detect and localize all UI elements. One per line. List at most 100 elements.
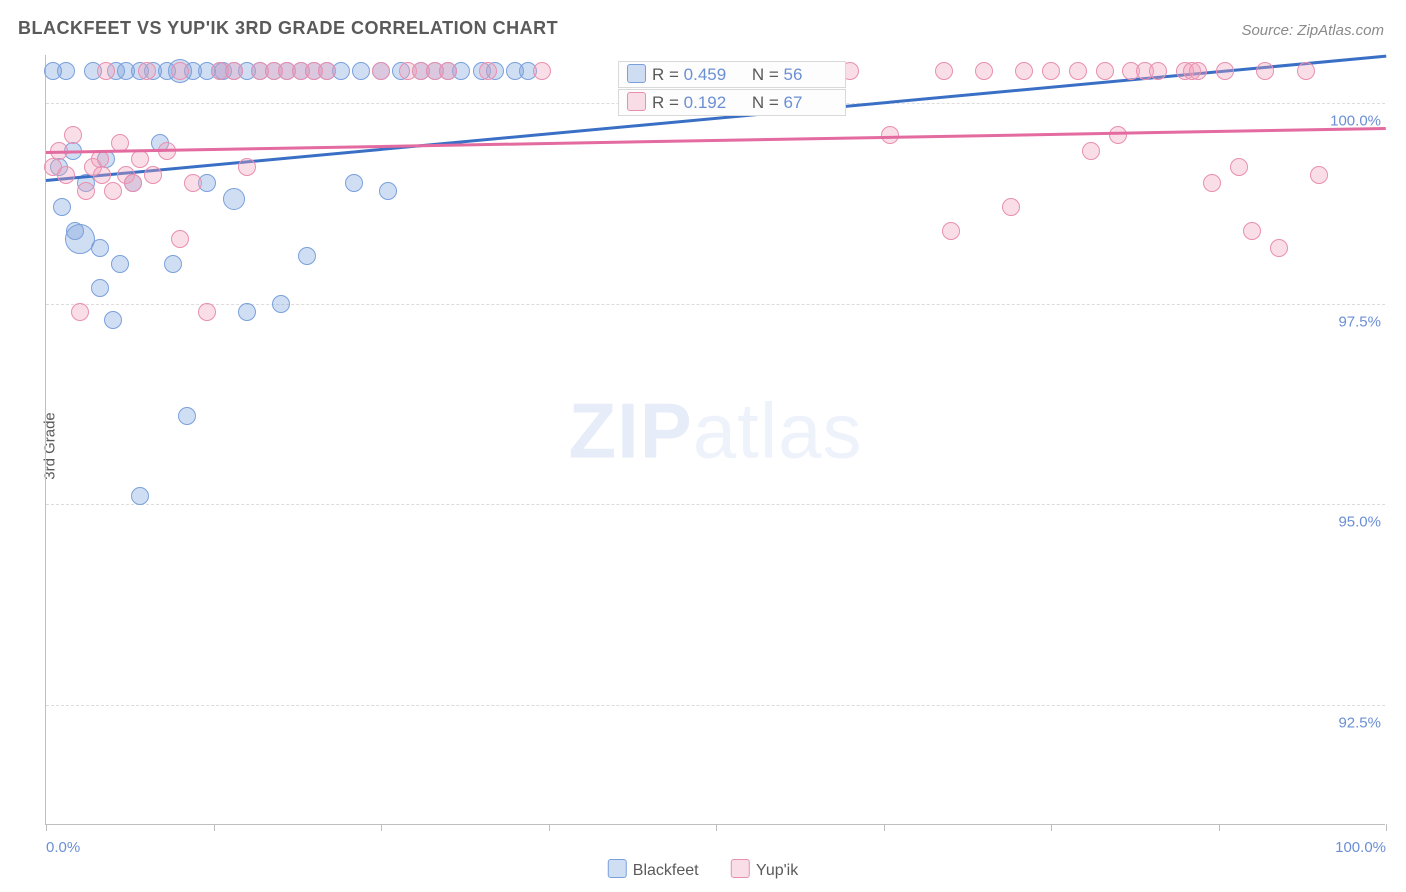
data-point bbox=[198, 303, 216, 321]
stats-swatch bbox=[627, 64, 646, 83]
data-point bbox=[1082, 142, 1100, 160]
data-point bbox=[131, 487, 149, 505]
data-point bbox=[93, 166, 111, 184]
data-point bbox=[479, 62, 497, 80]
x-tick bbox=[1051, 824, 1052, 831]
gridline bbox=[46, 705, 1385, 706]
legend-label-yupik: Yup'ik bbox=[756, 862, 798, 879]
data-point bbox=[1256, 62, 1274, 80]
x-tick bbox=[214, 824, 215, 831]
data-point bbox=[138, 62, 156, 80]
data-point bbox=[97, 62, 115, 80]
legend-label-blackfeet: Blackfeet bbox=[633, 862, 699, 879]
legend-swatch-yupik bbox=[731, 859, 750, 878]
y-tick-label: 97.5% bbox=[1338, 313, 1381, 330]
data-point bbox=[298, 247, 316, 265]
data-point bbox=[1189, 62, 1207, 80]
data-point bbox=[131, 150, 149, 168]
data-point bbox=[533, 62, 551, 80]
data-point bbox=[345, 174, 363, 192]
data-point bbox=[104, 311, 122, 329]
data-point bbox=[104, 182, 122, 200]
y-tick-label: 95.0% bbox=[1338, 514, 1381, 531]
data-point bbox=[164, 255, 182, 273]
data-point bbox=[171, 62, 189, 80]
watermark-light: atlas bbox=[693, 386, 863, 474]
source-attribution: Source: ZipAtlas.com bbox=[1241, 22, 1384, 39]
stats-n-prefix: N = bbox=[752, 65, 784, 84]
data-point bbox=[53, 198, 71, 216]
stats-r-value: 0.459 bbox=[684, 65, 738, 85]
data-point bbox=[1216, 62, 1234, 80]
data-point bbox=[1297, 62, 1315, 80]
plot-wrap: ZIPatlas 92.5%95.0%97.5%100.0%0.0%100.0%… bbox=[45, 55, 1385, 825]
data-point bbox=[111, 255, 129, 273]
data-point bbox=[1310, 166, 1328, 184]
watermark: ZIPatlas bbox=[568, 385, 862, 476]
data-point bbox=[1203, 174, 1221, 192]
x-tick bbox=[381, 824, 382, 831]
bottom-legend: Blackfeet Yup'ik bbox=[594, 859, 812, 880]
data-point bbox=[238, 158, 256, 176]
chart-title: BLACKFEET VS YUP'IK 3RD GRADE CORRELATIO… bbox=[18, 18, 558, 39]
x-tick bbox=[1386, 824, 1387, 831]
data-point bbox=[318, 62, 336, 80]
data-point bbox=[1243, 222, 1261, 240]
data-point bbox=[1096, 62, 1114, 80]
x-tick bbox=[716, 824, 717, 831]
data-point bbox=[91, 239, 109, 257]
stats-n-prefix: N = bbox=[752, 93, 784, 112]
gridline bbox=[46, 504, 1385, 505]
watermark-bold: ZIP bbox=[568, 386, 692, 474]
regression-line bbox=[46, 127, 1386, 154]
stats-r-value: 0.192 bbox=[684, 93, 738, 113]
data-point bbox=[272, 295, 290, 313]
legend-item-yupik: Yup'ik bbox=[731, 859, 798, 880]
x-tick bbox=[549, 824, 550, 831]
stats-legend-row: R = 0.459 N = 56 bbox=[618, 61, 846, 88]
data-point bbox=[1042, 62, 1060, 80]
data-point bbox=[439, 62, 457, 80]
data-point bbox=[1109, 126, 1127, 144]
data-point bbox=[77, 182, 95, 200]
x-tick bbox=[884, 824, 885, 831]
data-point bbox=[238, 303, 256, 321]
legend-item-blackfeet: Blackfeet bbox=[608, 859, 699, 880]
data-point bbox=[178, 407, 196, 425]
data-point bbox=[1230, 158, 1248, 176]
data-point bbox=[223, 188, 245, 210]
data-point bbox=[64, 126, 82, 144]
x-tick-label: 0.0% bbox=[46, 839, 80, 856]
chart-container: BLACKFEET VS YUP'IK 3RD GRADE CORRELATIO… bbox=[0, 0, 1406, 892]
data-point bbox=[1002, 198, 1020, 216]
data-point bbox=[144, 166, 162, 184]
stats-r-prefix: R = bbox=[652, 93, 684, 112]
data-point bbox=[975, 62, 993, 80]
data-point bbox=[935, 62, 953, 80]
y-tick-label: 92.5% bbox=[1338, 714, 1381, 731]
plot-area: ZIPatlas 92.5%95.0%97.5%100.0%0.0%100.0%… bbox=[45, 55, 1385, 825]
legend-swatch-blackfeet bbox=[608, 859, 627, 878]
x-tick bbox=[46, 824, 47, 831]
x-tick-label: 100.0% bbox=[1335, 839, 1386, 856]
stats-legend-row: R = 0.192 N = 67 bbox=[618, 89, 846, 116]
data-point bbox=[71, 303, 89, 321]
data-point bbox=[1149, 62, 1167, 80]
data-point bbox=[372, 62, 390, 80]
data-point bbox=[57, 62, 75, 80]
data-point bbox=[124, 174, 142, 192]
data-point bbox=[379, 182, 397, 200]
stats-n-value: 56 bbox=[783, 65, 837, 85]
data-point bbox=[91, 279, 109, 297]
data-point bbox=[352, 62, 370, 80]
data-point bbox=[1069, 62, 1087, 80]
stats-r-prefix: R = bbox=[652, 65, 684, 84]
data-point bbox=[942, 222, 960, 240]
data-point bbox=[171, 230, 189, 248]
data-point bbox=[1015, 62, 1033, 80]
data-point bbox=[225, 62, 243, 80]
data-point bbox=[184, 174, 202, 192]
stats-swatch bbox=[627, 92, 646, 111]
x-tick bbox=[1219, 824, 1220, 831]
stats-n-value: 67 bbox=[783, 93, 837, 113]
